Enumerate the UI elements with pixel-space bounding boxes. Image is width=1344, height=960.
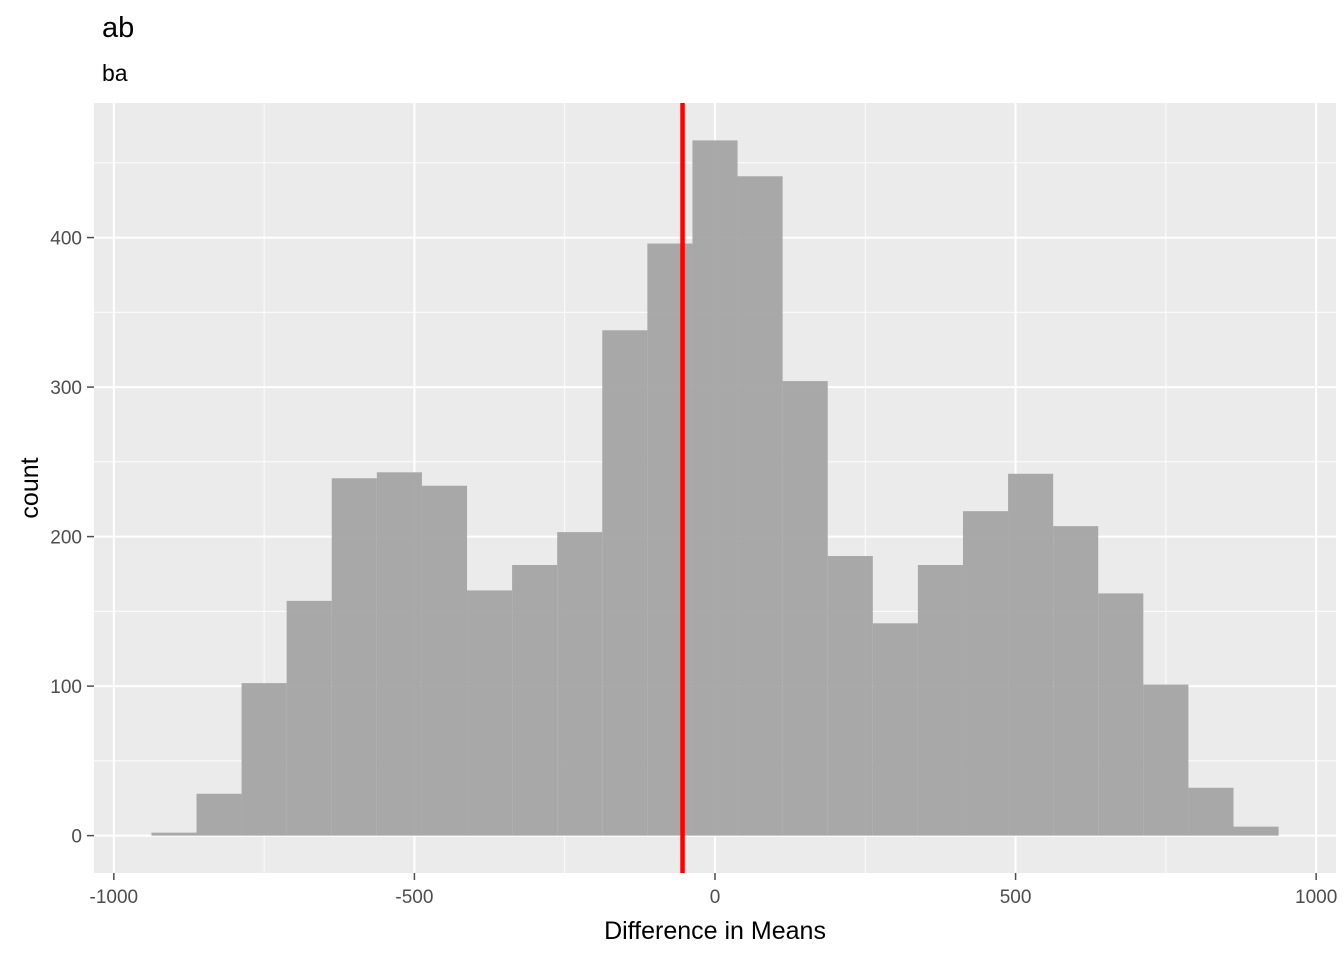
histogram-bar bbox=[196, 793, 242, 836]
histogram-bar bbox=[331, 478, 377, 836]
histogram-bar bbox=[872, 623, 918, 836]
histogram-bar bbox=[1188, 787, 1234, 836]
histogram-bar bbox=[151, 832, 197, 836]
histogram-bar bbox=[692, 140, 738, 836]
x-axis: -1000 -500 0 500 1000 bbox=[90, 873, 1337, 908]
histogram-bar bbox=[962, 511, 1009, 836]
y-tick-label: 0 bbox=[71, 827, 82, 848]
histogram-bar bbox=[827, 556, 873, 836]
histogram-bar bbox=[467, 590, 513, 836]
y-tick-label: 100 bbox=[50, 677, 82, 698]
y-axis-title: count bbox=[16, 457, 44, 518]
x-tick-label: -500 bbox=[395, 887, 433, 908]
histogram-bar bbox=[917, 565, 963, 836]
y-tick-label: 300 bbox=[50, 378, 82, 399]
histogram-bar bbox=[1098, 593, 1144, 836]
histogram-bar bbox=[376, 472, 422, 836]
histogram-bar bbox=[421, 485, 468, 836]
histogram-bar bbox=[1053, 526, 1099, 836]
histogram-bar bbox=[1008, 473, 1054, 836]
y-tick-label: 400 bbox=[50, 229, 82, 250]
histogram-bar bbox=[782, 381, 828, 836]
histogram-bar bbox=[647, 243, 693, 836]
histogram-bar bbox=[286, 600, 332, 836]
chart-title: ab bbox=[102, 12, 135, 44]
chart-subtitle: ba bbox=[102, 60, 128, 86]
histogram-bar bbox=[602, 330, 648, 836]
histogram-bars bbox=[151, 140, 1279, 836]
x-tick-label: -1000 bbox=[90, 887, 139, 908]
y-axis: 0 100 200 300 400 bbox=[50, 229, 94, 848]
histogram-bar bbox=[241, 683, 287, 836]
histogram-bar bbox=[737, 176, 783, 836]
x-tick-label: 500 bbox=[1000, 887, 1032, 908]
histogram-bar bbox=[512, 565, 558, 836]
x-tick-label: 0 bbox=[710, 887, 721, 908]
histogram-bar bbox=[1143, 684, 1189, 836]
x-axis-title: Difference in Means bbox=[604, 917, 826, 945]
histogram-bar bbox=[557, 532, 603, 836]
x-tick-label: 1000 bbox=[1295, 887, 1337, 908]
histogram-bar bbox=[1233, 826, 1279, 836]
y-tick-label: 200 bbox=[50, 528, 82, 549]
